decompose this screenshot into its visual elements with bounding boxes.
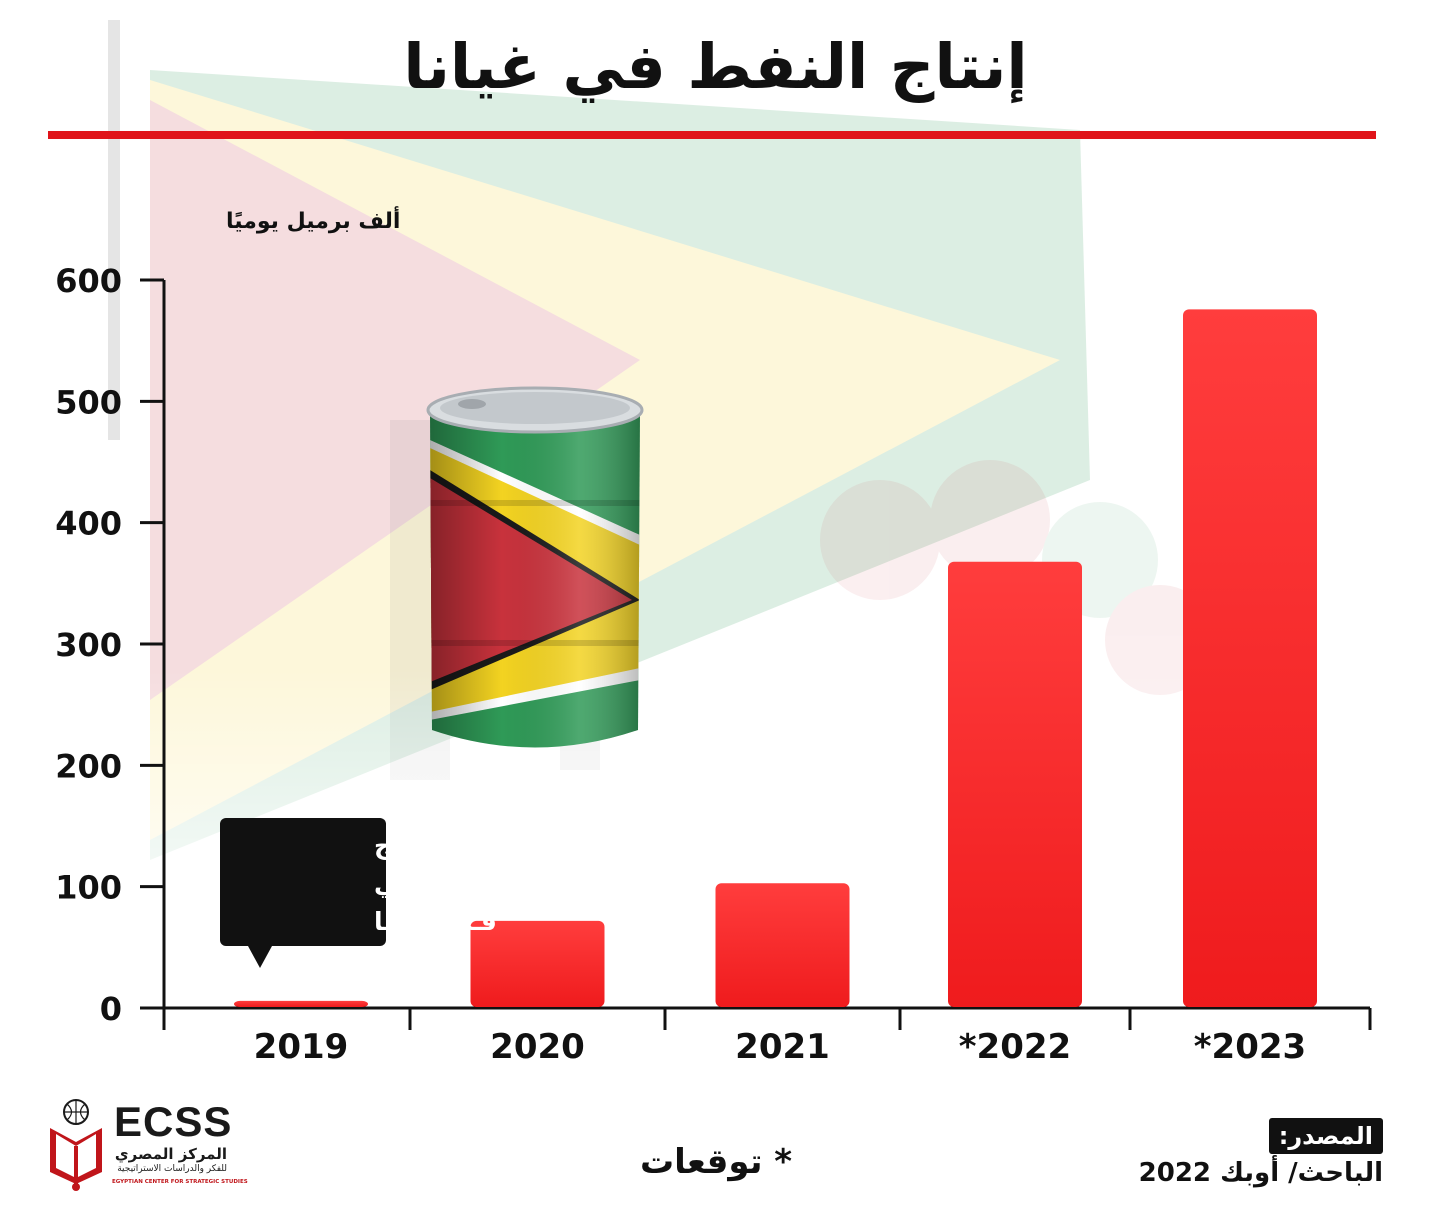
y-tick-label: 200 [55,747,122,785]
logo-arabic-subtitle: للفكر والدراسات الاستراتيجية [117,1164,227,1174]
y-tick-label: 0 [100,990,122,1028]
annotation-pointer [248,946,272,968]
y-tick-label: 100 [55,869,122,907]
bar-2020 [470,920,605,1007]
oil-barrel-illustration [426,386,644,748]
ecss-logo: ECSS المركز المصري للفكر والدراسات الاست… [46,1098,248,1193]
y-tick-label: 400 [55,505,122,543]
x-tick-label: *2023 [1194,1027,1306,1067]
bar-2021 [715,883,850,1007]
y-tick-label: 300 [55,626,122,664]
source-text: الباحث/ أوبك 2022 [1138,1158,1383,1188]
forecast-footnote: * توقعات [640,1142,793,1182]
annotation-line: فـي غيانـا [374,907,497,936]
x-tick-label: 2019 [254,1027,349,1067]
y-tick-label: 500 [55,383,122,421]
page-title: إنتاج النفط في غيانا [403,30,1028,103]
y-axis-title: ألف برميل يوميًا [226,205,400,234]
bar-2019 [234,1000,368,1007]
logo-english-subtitle: EGYPTIAN CENTER FOR STRATEGIC STUDIES [112,1179,248,1185]
annotation-line: بداية الإنتاج [374,831,514,861]
title-divider [48,131,1376,139]
logo-wordmark: ECSS [114,1098,233,1145]
logo-arabic-name: المركز المصري [114,1145,227,1163]
annotation-box [220,818,386,946]
x-tick-label: 2021 [735,1027,830,1067]
bar-2022 [948,561,1082,1007]
source-label: المصدر: [1268,1118,1383,1154]
annotation-line: الفعلـــي [374,869,485,898]
x-tick-label: 2020 [490,1027,585,1067]
ecss-emblem-icon [50,1099,102,1191]
x-tick-label: *2022 [959,1027,1071,1067]
bar-2023 [1183,309,1317,1007]
y-tick-label: 600 [55,262,122,300]
